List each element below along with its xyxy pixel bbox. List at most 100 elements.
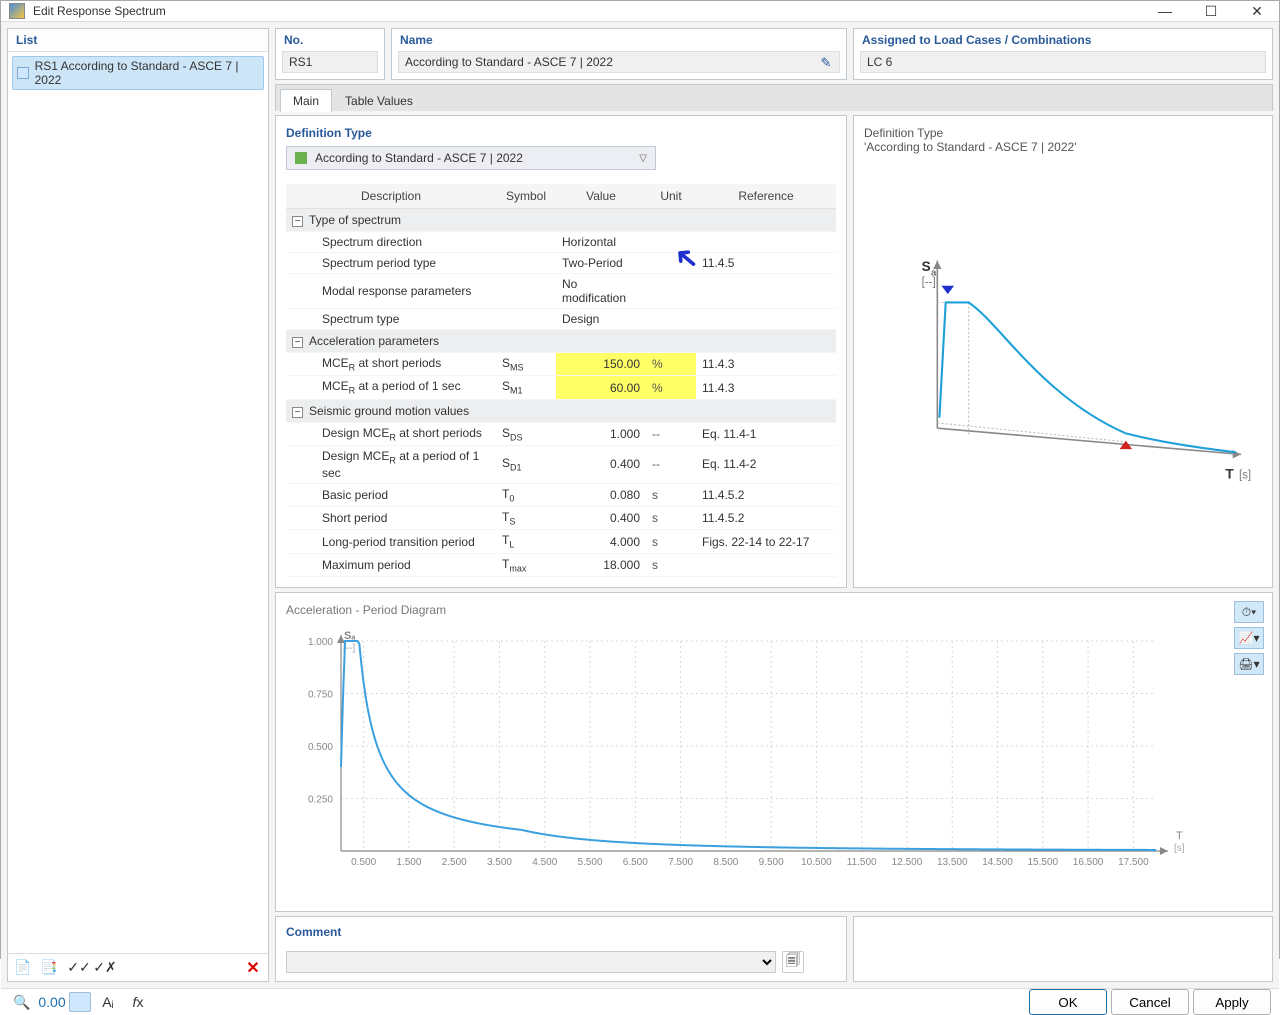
svg-text:0.500: 0.500 bbox=[308, 742, 333, 753]
table-row: Spectrum typeDesign bbox=[286, 309, 836, 330]
group-type-of-spectrum[interactable]: −Type of spectrum bbox=[286, 209, 836, 232]
ok-button[interactable]: OK bbox=[1029, 989, 1107, 1015]
svg-text:8.500: 8.500 bbox=[713, 857, 738, 868]
comment-label: Comment bbox=[286, 925, 836, 939]
def-type-select[interactable]: According to Standard - ASCE 7 | 2022 ▽ bbox=[286, 146, 656, 170]
svg-text:[s]: [s] bbox=[1174, 843, 1185, 854]
svg-text:17.500: 17.500 bbox=[1118, 857, 1149, 868]
check-button[interactable]: ✓✓ bbox=[68, 957, 90, 979]
table-row: Basic period T0 0.080 s 11.4.5.2 bbox=[286, 483, 836, 506]
table-row: MCER at a period of 1 sec SM1 60.00 % 11… bbox=[286, 376, 836, 399]
font-button[interactable]: Aᵢ bbox=[95, 989, 121, 1015]
apply-button[interactable]: Apply bbox=[1193, 989, 1271, 1015]
table-row: Short period TS 0.400 s 11.4.5.2 bbox=[286, 506, 836, 529]
preview-label-1: Definition Type bbox=[864, 126, 1262, 140]
chevron-down-icon: ▽ bbox=[639, 153, 647, 164]
cancel-button[interactable]: Cancel bbox=[1111, 989, 1189, 1015]
close-button[interactable]: ✕ bbox=[1243, 1, 1271, 21]
group-acceleration-params[interactable]: −Acceleration parameters bbox=[286, 330, 836, 353]
svg-text:6.500: 6.500 bbox=[623, 857, 648, 868]
svg-text:1.500: 1.500 bbox=[396, 857, 421, 868]
chart-axes-button[interactable]: 📈▾ bbox=[1234, 627, 1264, 649]
svg-text:11.500: 11.500 bbox=[847, 857, 877, 868]
copy-item-button[interactable]: 📑 bbox=[38, 957, 60, 979]
assigned-label: Assigned to Load Cases / Combinations bbox=[854, 29, 1272, 51]
titlebar: Edit Response Spectrum — ☐ ✕ bbox=[1, 1, 1279, 22]
comment-select[interactable] bbox=[286, 951, 776, 973]
mini-chart: Sa [--] bbox=[864, 164, 1262, 577]
svg-text:12.500: 12.500 bbox=[892, 857, 923, 868]
help-button[interactable]: 🔍 bbox=[9, 989, 35, 1015]
chart-timer-button[interactable]: ⏱▾ bbox=[1234, 601, 1264, 623]
collapse-icon[interactable]: − bbox=[292, 337, 303, 348]
svg-text:9.500: 9.500 bbox=[759, 857, 784, 868]
maximize-button[interactable]: ☐ bbox=[1197, 1, 1225, 21]
collapse-icon[interactable]: − bbox=[292, 216, 303, 227]
chart-title: Acceleration - Period Diagram bbox=[286, 603, 1262, 617]
table-row: Maximum period Tmax 18.000 s bbox=[286, 553, 836, 576]
def-type-title: Definition Type bbox=[286, 126, 836, 140]
collapse-icon[interactable]: − bbox=[292, 407, 303, 418]
list-item-icon bbox=[17, 67, 29, 79]
tab-main[interactable]: Main bbox=[280, 89, 332, 112]
list-item-label: RS1 According to Standard - ASCE 7 | 202… bbox=[35, 59, 259, 87]
right-spacer bbox=[853, 916, 1273, 982]
new-item-button[interactable]: 📄 bbox=[12, 957, 34, 979]
footer: 🔍 0.00 Aᵢ fx OK Cancel Apply bbox=[1, 988, 1279, 1015]
col-description: Description bbox=[286, 184, 496, 209]
svg-text:3.500: 3.500 bbox=[487, 857, 512, 868]
svg-text:5.500: 5.500 bbox=[578, 857, 603, 868]
name-value[interactable]: According to Standard - ASCE 7 | 2022 ✎ bbox=[398, 51, 840, 73]
list-pane: List RS1 According to Standard - ASCE 7 … bbox=[7, 28, 269, 982]
color-button[interactable] bbox=[69, 992, 91, 1012]
svg-text:S: S bbox=[922, 259, 931, 274]
svg-text:10.500: 10.500 bbox=[801, 857, 832, 868]
def-type-value: According to Standard - ASCE 7 | 2022 bbox=[315, 151, 523, 165]
def-color-icon bbox=[295, 152, 307, 164]
svg-text:T: T bbox=[1176, 830, 1183, 842]
svg-text:1.000: 1.000 bbox=[308, 637, 333, 648]
svg-text:15.500: 15.500 bbox=[1028, 857, 1059, 868]
tab-table-values[interactable]: Table Values bbox=[332, 89, 426, 112]
svg-text:[s]: [s] bbox=[1239, 469, 1251, 481]
assigned-field: Assigned to Load Cases / Combinations LC… bbox=[853, 28, 1273, 80]
window-title: Edit Response Spectrum bbox=[33, 4, 1151, 18]
col-value: Value bbox=[556, 184, 646, 209]
col-symbol: Symbol bbox=[496, 184, 556, 209]
table-row: MCER at short periods SMS 150.00 % 11.4.… bbox=[286, 353, 836, 376]
name-field: Name According to Standard - ASCE 7 | 20… bbox=[391, 28, 847, 80]
table-row: Design MCER at short periods SDS 1.000 -… bbox=[286, 422, 836, 445]
table-row: Modal response parametersNo modification bbox=[286, 274, 836, 309]
list-item[interactable]: RS1 According to Standard - ASCE 7 | 202… bbox=[12, 56, 264, 90]
svg-text:14.500: 14.500 bbox=[982, 857, 1013, 868]
app-icon bbox=[9, 3, 25, 19]
big-chart: Sₐ[--]0.2500.5000.7501.0000.5001.5002.50… bbox=[286, 621, 1196, 891]
tab-bar: Main Table Values bbox=[275, 84, 1273, 111]
svg-text:[--]: [--] bbox=[922, 277, 936, 289]
svg-text:16.500: 16.500 bbox=[1073, 857, 1104, 868]
no-label: No. bbox=[276, 29, 384, 51]
delete-button[interactable]: ✕ bbox=[242, 957, 264, 979]
chart-print-button[interactable]: 🖨▾ bbox=[1234, 653, 1264, 675]
units-button[interactable]: 0.00 bbox=[39, 989, 65, 1015]
edit-name-icon[interactable]: ✎ bbox=[817, 54, 835, 72]
col-reference: Reference bbox=[696, 184, 836, 209]
svg-text:T: T bbox=[1225, 466, 1234, 481]
table-row: Spectrum period typeTwo-Period11.4.5 bbox=[286, 253, 836, 274]
fx-button[interactable]: fx bbox=[125, 989, 151, 1015]
params-panel: Definition Type According to Standard - … bbox=[275, 115, 847, 588]
no-field: No. RS1 bbox=[275, 28, 385, 80]
svg-text:0.250: 0.250 bbox=[308, 795, 333, 806]
svg-text:0.750: 0.750 bbox=[308, 690, 333, 701]
uncheck-button[interactable]: ✓✗ bbox=[94, 957, 116, 979]
svg-text:2.500: 2.500 bbox=[442, 857, 467, 868]
svg-text:13.500: 13.500 bbox=[937, 857, 968, 868]
comment-edit-button[interactable]: 🗐 bbox=[782, 951, 804, 973]
group-seismic-ground-motion[interactable]: −Seismic ground motion values bbox=[286, 399, 836, 422]
minimize-button[interactable]: — bbox=[1151, 1, 1179, 21]
big-chart-panel: Acceleration - Period Diagram ⏱▾ 📈▾ 🖨▾ S… bbox=[275, 592, 1273, 912]
preview-panel: Definition Type 'According to Standard -… bbox=[853, 115, 1273, 588]
preview-label-2: 'According to Standard - ASCE 7 | 2022' bbox=[864, 140, 1262, 154]
svg-text:7.500: 7.500 bbox=[668, 857, 693, 868]
name-label: Name bbox=[392, 29, 846, 51]
